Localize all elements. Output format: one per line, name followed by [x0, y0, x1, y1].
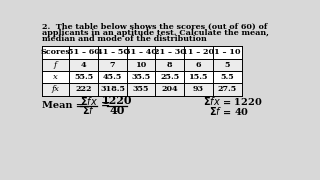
Text: $\bf{\Sigma}$$\it{fx}$: $\bf{\Sigma}$$\it{fx}$: [80, 95, 98, 107]
Text: 355: 355: [133, 85, 149, 93]
Text: 15.5: 15.5: [189, 73, 208, 81]
Text: 31 – 40: 31 – 40: [125, 48, 157, 56]
Text: 55.5: 55.5: [74, 73, 93, 81]
Text: median and mode of the distribution: median and mode of the distribution: [42, 35, 206, 43]
Bar: [42, 46, 242, 96]
Text: 5: 5: [224, 61, 230, 69]
Text: 21 – 30: 21 – 30: [154, 48, 186, 56]
Text: $\bf{\Sigma}$$\it{f}$: $\bf{\Sigma}$$\it{f}$: [82, 104, 95, 116]
Text: 93: 93: [193, 85, 204, 93]
Text: $\bf{\Sigma}$$\it{f}$ = 40: $\bf{\Sigma}$$\it{f}$ = 40: [209, 105, 249, 117]
Bar: [42, 83, 242, 96]
Text: applicants in an aptitude test. Calculate the mean,: applicants in an aptitude test. Calculat…: [42, 29, 268, 37]
Text: 27.5: 27.5: [218, 85, 237, 93]
Text: 8: 8: [167, 61, 172, 69]
Text: 11 – 20: 11 – 20: [182, 48, 214, 56]
Text: 222: 222: [76, 85, 92, 93]
Text: 6: 6: [196, 61, 201, 69]
Text: 10: 10: [135, 61, 147, 69]
Text: 51 – 60: 51 – 60: [68, 48, 100, 56]
Text: 4: 4: [81, 61, 87, 69]
Text: fx: fx: [52, 85, 60, 93]
Text: 45.5: 45.5: [103, 73, 122, 81]
Text: Scores: Scores: [41, 48, 70, 56]
Text: 318.5: 318.5: [100, 85, 125, 93]
Text: 204: 204: [162, 85, 178, 93]
Text: x: x: [53, 73, 58, 81]
Text: Mean =: Mean =: [42, 101, 84, 110]
Text: 41 – 50: 41 – 50: [97, 48, 128, 56]
Text: f: f: [54, 61, 57, 69]
Text: 5.5: 5.5: [220, 73, 234, 81]
Text: 40: 40: [109, 105, 124, 116]
Text: 1220: 1220: [101, 95, 132, 106]
Bar: [42, 58, 242, 71]
Text: $\bf{\Sigma}$$\it{fx}$ = 1220: $\bf{\Sigma}$$\it{fx}$ = 1220: [203, 95, 262, 107]
Text: 7: 7: [110, 61, 115, 69]
Text: 25.5: 25.5: [160, 73, 180, 81]
Text: 1 – 10: 1 – 10: [214, 48, 240, 56]
Text: =: =: [101, 100, 110, 111]
Text: 2.  The table below shows the scores (out of 60) of: 2. The table below shows the scores (out…: [42, 23, 267, 31]
Text: 35.5: 35.5: [132, 73, 151, 81]
